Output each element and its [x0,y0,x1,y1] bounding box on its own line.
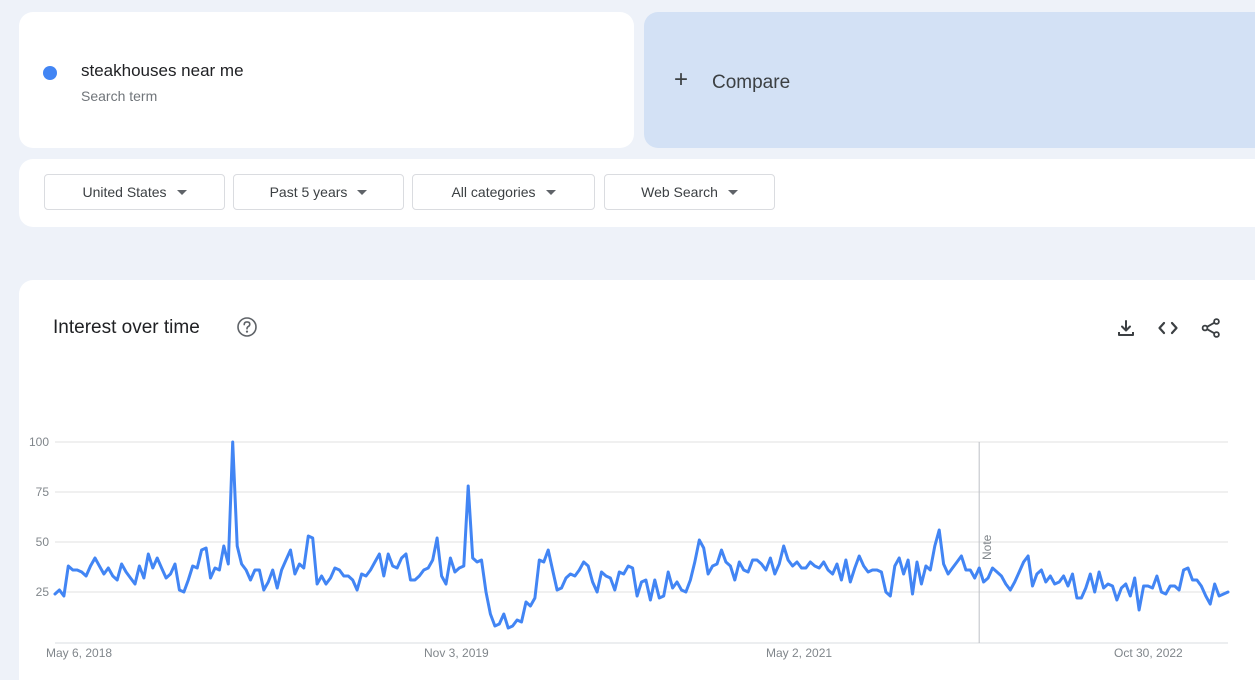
caret-down-icon [727,189,738,195]
region-dropdown-label: United States [82,184,167,200]
search-term-label[interactable]: steakhouses near me [81,61,244,80]
category-dropdown-label: All categories [451,184,536,200]
y-tick-label: 50 [36,535,50,549]
plus-icon: + [674,66,689,93]
share-icon[interactable] [1200,317,1222,339]
search-type-dropdown[interactable]: Web Search [604,174,775,210]
region-dropdown[interactable]: United States [44,174,225,210]
caret-down-icon [545,189,556,195]
chart-title: Interest over time [53,317,200,338]
series-line [53,440,1230,630]
help-circle-icon[interactable] [236,316,258,338]
embed-code-icon[interactable] [1156,317,1180,339]
x-tick-label: Oct 30, 2022 [1114,646,1183,660]
search-term-card[interactable]: steakhouses near me Search term [19,12,634,148]
y-tick-label: 75 [36,485,50,499]
series-color-dot [43,66,57,80]
search-term-sublabel: Search term [81,88,158,104]
download-icon[interactable] [1115,317,1137,339]
y-tick-label: 25 [36,585,50,599]
caret-down-icon [357,189,368,195]
category-dropdown[interactable]: All categories [412,174,595,210]
time-range-dropdown-label: Past 5 years [269,184,348,200]
interest-line-chart: 25 50 75 100 Note May 6, 2018 Nov 3, 2019 May 2… [29,435,1230,660]
compare-button[interactable]: + Compare [644,12,1255,148]
x-tick-label: May 2, 2021 [766,646,832,660]
search-type-dropdown-label: Web Search [641,184,718,200]
note-marker-label: Note [980,534,994,560]
interest-over-time-card: Interest over time 25 50 75 100 Note May 6, 2… [19,280,1255,680]
x-tick-label: May 6, 2018 [46,646,112,660]
compare-label: Compare [712,72,791,93]
filter-bar: United States Past 5 years All categorie… [19,159,1255,227]
caret-down-icon [176,189,187,195]
time-range-dropdown[interactable]: Past 5 years [233,174,404,210]
x-tick-label: Nov 3, 2019 [424,646,489,660]
y-tick-label: 100 [29,435,49,449]
